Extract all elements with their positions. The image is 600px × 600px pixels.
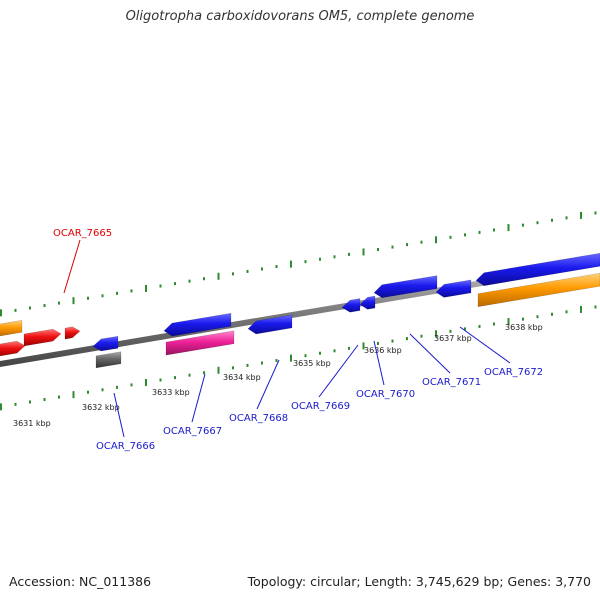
- gene-leader-line: [256, 359, 280, 410]
- scale-label: 3637 kbp: [434, 334, 472, 343]
- feature-ocar-7670: [359, 295, 376, 310]
- feature-ocar-7671b: [435, 279, 472, 298]
- scale-label: 3632 kbp: [82, 403, 120, 412]
- feature-red: [23, 328, 62, 347]
- gene-label[interactable]: OCAR_7665: [53, 228, 112, 239]
- gene-label[interactable]: OCAR_7671: [422, 377, 481, 388]
- feature-ocar-7668: [247, 314, 293, 335]
- feature-ocar-7672: [475, 252, 600, 286]
- gene-leader-line: [318, 344, 359, 398]
- gene-label[interactable]: OCAR_7670: [356, 389, 415, 400]
- feature-ocar-7671: [373, 275, 438, 299]
- scale-label: 3633 kbp: [152, 388, 190, 397]
- feature-pink: [165, 330, 235, 356]
- outer-tick-row: [0, 211, 597, 317]
- feature-ocar-7669: [341, 298, 361, 313]
- scale-label: 3631 kbp: [13, 419, 51, 428]
- genome-summary-text: Topology: circular; Length: 3,745,629 bp…: [247, 574, 591, 589]
- scale-label: 3635 kbp: [293, 359, 331, 368]
- gene-leader-line: [113, 392, 125, 438]
- gene-label[interactable]: OCAR_7672: [484, 367, 543, 378]
- gene-leader-line: [459, 326, 511, 364]
- gene-label[interactable]: OCAR_7669: [291, 401, 350, 412]
- gene-leader-line: [63, 239, 81, 294]
- feature-orange: [477, 272, 600, 307]
- gene-label[interactable]: OCAR_7668: [229, 413, 288, 424]
- accession-text: Accession: NC_011386: [9, 574, 152, 589]
- scale-label: 3638 kbp: [505, 323, 543, 332]
- feature-gray: [95, 351, 122, 369]
- feature-red: [64, 326, 81, 340]
- feature-red: [0, 340, 26, 357]
- gene-leader-line: [373, 340, 385, 386]
- scale-label: 3634 kbp: [223, 373, 261, 382]
- gene-leader-line: [191, 373, 206, 423]
- page-title: Oligotropha carboxidovorans OM5, complet…: [125, 9, 475, 24]
- inner-tick-row: [0, 305, 597, 411]
- feature-ocar-7667: [163, 312, 232, 337]
- scale-label: 3636 kbp: [364, 346, 402, 355]
- feature-ocar-7666: [92, 335, 119, 352]
- gene-label[interactable]: OCAR_7666: [96, 441, 155, 452]
- gene-leader-line: [409, 333, 451, 374]
- feature-orange: [0, 320, 23, 337]
- gene-label[interactable]: OCAR_7667: [163, 426, 222, 437]
